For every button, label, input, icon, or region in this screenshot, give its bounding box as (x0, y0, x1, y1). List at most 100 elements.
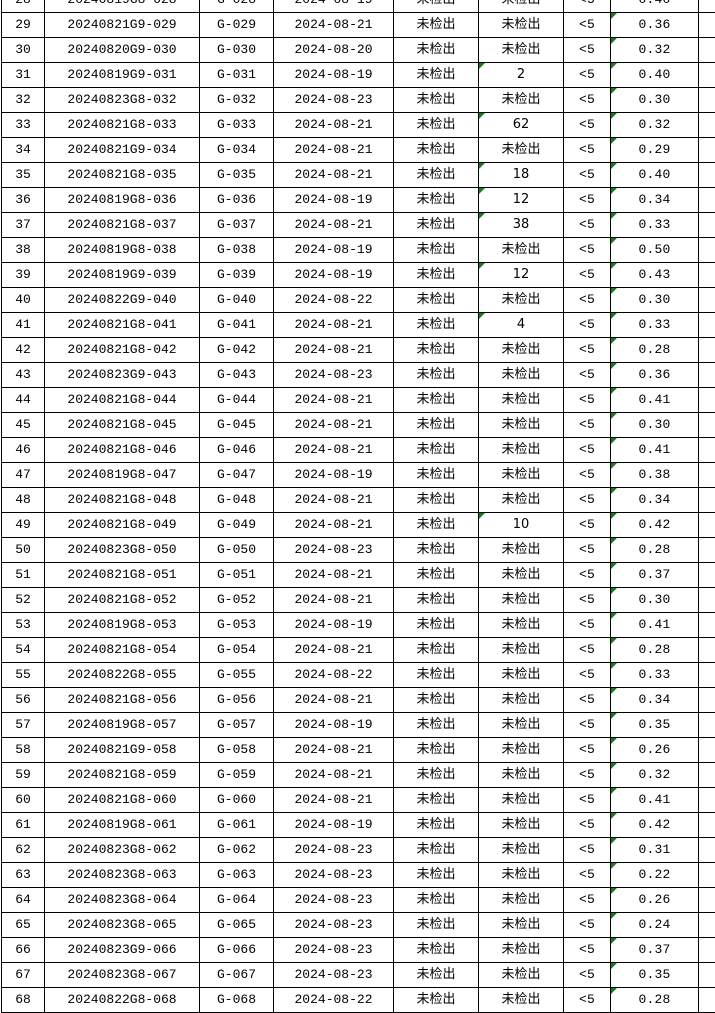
cell-sample-id[interactable]: 20240821G8-049 (45, 513, 200, 538)
cell-result-1[interactable]: 未检出 (394, 988, 479, 1013)
cell-sample-id[interactable]: 20240821G8-042 (45, 338, 200, 363)
cell-sample-date[interactable]: 2024-08-19 (274, 188, 394, 213)
cell-result-4[interactable]: 0.36 (611, 363, 699, 388)
cell-point-code[interactable]: G-032 (200, 88, 274, 113)
cell-result-2[interactable]: 38 (479, 213, 564, 238)
cell-result-4[interactable]: 0.26 (611, 738, 699, 763)
cell-result-4[interactable]: 0.37 (611, 938, 699, 963)
cell-result-3[interactable]: <5 (564, 613, 611, 638)
cell-sample-date[interactable]: 2024-08-21 (274, 763, 394, 788)
cell-result-4[interactable]: 0.30 (611, 288, 699, 313)
cell-sample-date[interactable]: 2024-08-20 (274, 38, 394, 63)
cell-result-1[interactable]: 未检出 (394, 788, 479, 813)
cell-result-5[interactable]: 无 (699, 13, 715, 38)
cell-sample-id[interactable]: 20240821G8-051 (45, 563, 200, 588)
cell-result-3[interactable]: <5 (564, 138, 611, 163)
cell-result-3[interactable]: <5 (564, 363, 611, 388)
cell-result-1[interactable]: 未检出 (394, 463, 479, 488)
cell-result-4[interactable]: 0.41 (611, 788, 699, 813)
cell-result-3[interactable]: <5 (564, 538, 611, 563)
cell-sample-id[interactable]: 20240823G8-062 (45, 838, 200, 863)
cell-result-4[interactable]: 0.35 (611, 963, 699, 988)
cell-result-2[interactable]: 未检出 (479, 488, 564, 513)
cell-result-3[interactable]: <5 (564, 213, 611, 238)
cell-result-3[interactable]: <5 (564, 0, 611, 13)
cell-index[interactable]: 66 (2, 938, 45, 963)
cell-result-2[interactable]: 未检出 (479, 138, 564, 163)
cell-result-4[interactable]: 0.37 (611, 563, 699, 588)
cell-result-3[interactable]: <5 (564, 463, 611, 488)
cell-result-3[interactable]: <5 (564, 763, 611, 788)
cell-result-1[interactable]: 未检出 (394, 913, 479, 938)
cell-index[interactable]: 49 (2, 513, 45, 538)
cell-result-3[interactable]: <5 (564, 238, 611, 263)
cell-sample-id[interactable]: 20240821G8-048 (45, 488, 200, 513)
cell-sample-id[interactable]: 20240823G8-064 (45, 888, 200, 913)
cell-index[interactable]: 33 (2, 113, 45, 138)
cell-result-2[interactable]: 未检出 (479, 763, 564, 788)
cell-result-1[interactable]: 未检出 (394, 963, 479, 988)
cell-result-4[interactable]: 0.24 (611, 913, 699, 938)
cell-sample-id[interactable]: 20240821G8-041 (45, 313, 200, 338)
cell-index[interactable]: 58 (2, 738, 45, 763)
cell-index[interactable]: 52 (2, 588, 45, 613)
cell-result-5[interactable]: 无 (699, 763, 715, 788)
cell-result-5[interactable]: 无 (699, 38, 715, 63)
cell-sample-id[interactable]: 20240821G9-029 (45, 13, 200, 38)
cell-result-4[interactable]: 0.28 (611, 988, 699, 1013)
cell-sample-date[interactable]: 2024-08-23 (274, 538, 394, 563)
cell-sample-id[interactable]: 20240822G8-055 (45, 663, 200, 688)
cell-result-4[interactable]: 0.33 (611, 663, 699, 688)
cell-sample-id[interactable]: 20240821G9-058 (45, 738, 200, 763)
cell-result-1[interactable]: 未检出 (394, 363, 479, 388)
cell-result-4[interactable]: 0.43 (611, 263, 699, 288)
cell-index[interactable]: 30 (2, 38, 45, 63)
cell-result-2[interactable]: 12 (479, 263, 564, 288)
cell-result-2[interactable]: 未检出 (479, 388, 564, 413)
cell-result-1[interactable]: 未检出 (394, 863, 479, 888)
cell-sample-id[interactable]: 20240819G8-047 (45, 463, 200, 488)
cell-sample-date[interactable]: 2024-08-19 (274, 813, 394, 838)
cell-index[interactable]: 42 (2, 338, 45, 363)
cell-result-3[interactable]: <5 (564, 688, 611, 713)
cell-result-5[interactable]: 无 (699, 263, 715, 288)
cell-sample-id[interactable]: 20240819G8-038 (45, 238, 200, 263)
cell-result-4[interactable]: 0.31 (611, 838, 699, 863)
cell-result-2[interactable]: 未检出 (479, 713, 564, 738)
cell-result-1[interactable]: 未检出 (394, 438, 479, 463)
cell-result-3[interactable]: <5 (564, 288, 611, 313)
cell-sample-id[interactable]: 20240823G8-032 (45, 88, 200, 113)
cell-result-5[interactable]: 无 (699, 613, 715, 638)
cell-result-3[interactable]: <5 (564, 913, 611, 938)
cell-index[interactable]: 28 (2, 0, 45, 13)
cell-index[interactable]: 46 (2, 438, 45, 463)
cell-point-code[interactable]: G-068 (200, 988, 274, 1013)
cell-result-3[interactable]: <5 (564, 313, 611, 338)
cell-result-4[interactable]: 0.33 (611, 313, 699, 338)
cell-index[interactable]: 53 (2, 613, 45, 638)
cell-index[interactable]: 39 (2, 263, 45, 288)
cell-result-3[interactable]: <5 (564, 163, 611, 188)
cell-index[interactable]: 37 (2, 213, 45, 238)
cell-index[interactable]: 43 (2, 363, 45, 388)
cell-index[interactable]: 67 (2, 963, 45, 988)
cell-sample-date[interactable]: 2024-08-21 (274, 738, 394, 763)
cell-point-code[interactable]: G-060 (200, 788, 274, 813)
cell-result-5[interactable]: 无 (699, 538, 715, 563)
cell-result-5[interactable]: 无 (699, 513, 715, 538)
cell-result-2[interactable]: 未检出 (479, 988, 564, 1013)
cell-result-1[interactable]: 未检出 (394, 263, 479, 288)
cell-result-2[interactable]: 未检出 (479, 613, 564, 638)
cell-result-3[interactable]: <5 (564, 838, 611, 863)
cell-result-3[interactable]: <5 (564, 638, 611, 663)
cell-sample-id[interactable]: 20240821G8-060 (45, 788, 200, 813)
cell-point-code[interactable]: G-053 (200, 613, 274, 638)
cell-result-1[interactable]: 未检出 (394, 538, 479, 563)
cell-result-2[interactable]: 未检出 (479, 338, 564, 363)
cell-result-1[interactable]: 未检出 (394, 938, 479, 963)
cell-point-code[interactable]: G-044 (200, 388, 274, 413)
cell-result-5[interactable]: 无 (699, 388, 715, 413)
cell-sample-date[interactable]: 2024-08-21 (274, 513, 394, 538)
cell-point-code[interactable]: G-033 (200, 113, 274, 138)
cell-result-2[interactable]: 未检出 (479, 563, 564, 588)
